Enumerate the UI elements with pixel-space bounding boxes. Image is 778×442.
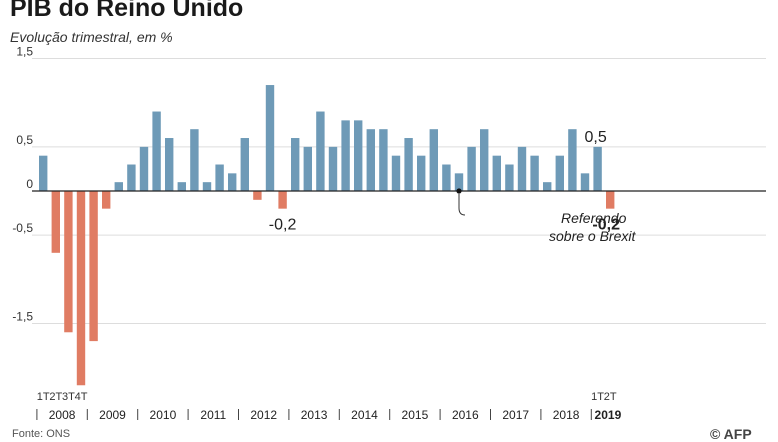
quarter-label: 3T xyxy=(62,391,75,403)
bar xyxy=(442,164,451,191)
year-label: 2011 xyxy=(200,408,226,422)
bar xyxy=(543,182,552,191)
page-subtitle: Evolução trimestral, em % xyxy=(10,29,173,45)
bar xyxy=(202,182,212,191)
bar xyxy=(530,155,539,191)
y-tick-label: 1,5 xyxy=(16,45,33,59)
year-label: 2015 xyxy=(402,408,429,422)
bar xyxy=(102,191,111,209)
year-label: 2016 xyxy=(452,408,479,422)
bar xyxy=(152,111,161,191)
bar xyxy=(228,173,237,191)
bar xyxy=(517,146,527,191)
bar xyxy=(341,120,350,191)
y-tick-label: -1,5 xyxy=(12,309,33,323)
bar xyxy=(467,146,476,191)
year-label: 2019 xyxy=(595,408,622,422)
bar xyxy=(177,182,186,191)
quarter-label: 1T xyxy=(37,391,50,403)
value-annotation: 0,5 xyxy=(584,129,606,146)
year-label: 2010 xyxy=(150,408,177,422)
bar xyxy=(328,146,338,191)
brexit-annotation: sobre o Brexit xyxy=(549,228,636,244)
bar xyxy=(127,164,136,191)
bar xyxy=(139,146,149,191)
year-label: 2009 xyxy=(99,408,126,422)
bar xyxy=(366,129,375,191)
bar xyxy=(555,155,564,191)
bar xyxy=(215,164,224,191)
year-label: 2012 xyxy=(250,408,277,422)
bar xyxy=(379,129,388,191)
bar xyxy=(291,138,300,191)
year-label: 2013 xyxy=(301,408,328,422)
year-label: 2018 xyxy=(553,408,580,422)
bar xyxy=(89,191,98,342)
y-tick-label: 0,5 xyxy=(16,133,33,147)
bar xyxy=(404,138,413,191)
quarter-label: 2T xyxy=(49,391,62,403)
bar xyxy=(429,129,438,191)
bar xyxy=(480,129,489,191)
bar xyxy=(454,173,464,191)
year-label: 2008 xyxy=(49,408,76,422)
bar xyxy=(39,155,48,191)
bar xyxy=(165,138,174,191)
bar xyxy=(606,191,615,209)
value-annotation: -0,2 xyxy=(269,217,297,234)
bar xyxy=(303,146,312,191)
page-title: PIB do Reino Unido xyxy=(10,0,244,22)
bar xyxy=(253,191,262,200)
bar xyxy=(417,155,426,191)
bar xyxy=(76,191,86,386)
brexit-leader-line xyxy=(458,194,466,216)
brexit-marker xyxy=(456,188,462,194)
bar xyxy=(492,155,501,191)
bar xyxy=(568,129,577,191)
bar xyxy=(240,138,249,191)
bar xyxy=(114,182,123,191)
year-label: 2017 xyxy=(502,408,529,422)
bar xyxy=(64,191,73,333)
quarter-label: 1T xyxy=(591,391,604,403)
quarter-label: 4T xyxy=(75,391,88,403)
value-annotation: -0,2 xyxy=(592,217,620,234)
y-tick-label: 0 xyxy=(26,177,33,191)
afp-logo: © AFP xyxy=(710,426,752,442)
source-note: Fonte: ONS xyxy=(12,428,71,440)
bar xyxy=(391,155,401,191)
bar xyxy=(265,85,275,191)
bar xyxy=(51,191,60,253)
year-label: 2014 xyxy=(351,408,378,422)
bar xyxy=(316,111,325,191)
bar xyxy=(190,129,199,191)
brexit-annotation: Referendo xyxy=(561,210,627,226)
bar xyxy=(354,120,363,191)
quarter-label: 2T xyxy=(604,391,617,403)
bar xyxy=(593,146,602,191)
y-tick-label: -0,5 xyxy=(12,221,33,235)
bar xyxy=(278,191,287,209)
bar xyxy=(580,173,590,191)
bar xyxy=(505,164,514,191)
